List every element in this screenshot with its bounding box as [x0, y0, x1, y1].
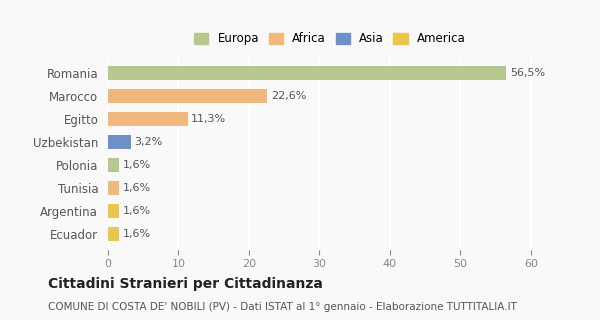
Text: 11,3%: 11,3% [191, 114, 226, 124]
Bar [108, 135, 131, 149]
Text: 1,6%: 1,6% [123, 160, 151, 170]
Text: 56,5%: 56,5% [510, 68, 545, 78]
Bar [108, 227, 119, 241]
Text: Cittadini Stranieri per Cittadinanza: Cittadini Stranieri per Cittadinanza [48, 277, 323, 291]
Text: COMUNE DI COSTA DE' NOBILI (PV) - Dati ISTAT al 1° gennaio - Elaborazione TUTTIT: COMUNE DI COSTA DE' NOBILI (PV) - Dati I… [48, 302, 517, 312]
Bar [108, 181, 119, 195]
Legend: Europa, Africa, Asia, America: Europa, Africa, Asia, America [191, 29, 469, 49]
Bar [108, 66, 506, 80]
Bar [108, 158, 119, 172]
Bar [108, 204, 119, 218]
Text: 1,6%: 1,6% [123, 206, 151, 216]
Text: 22,6%: 22,6% [271, 91, 306, 101]
Text: 3,2%: 3,2% [134, 137, 163, 147]
Text: 1,6%: 1,6% [123, 229, 151, 239]
Bar [108, 89, 267, 103]
Bar [108, 112, 188, 126]
Text: 1,6%: 1,6% [123, 183, 151, 193]
